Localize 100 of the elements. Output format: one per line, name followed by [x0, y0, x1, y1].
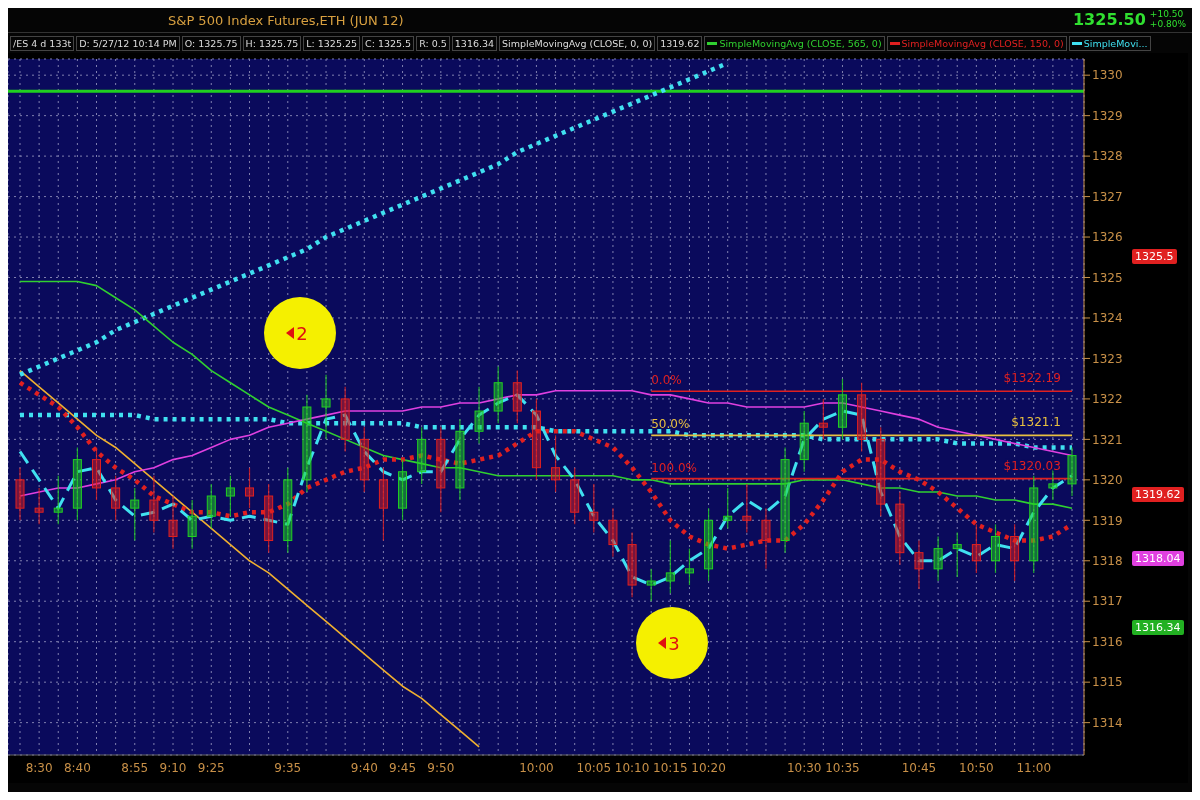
text: SimpleMovingAvg (CLOSE, 0, 0) — [499, 35, 656, 51]
candlestick — [53, 475, 63, 525]
series-label: 0.0% — [651, 373, 682, 388]
y-tick-label: 1322 — [1092, 392, 1123, 407]
text: C: 1325.5 — [362, 35, 415, 51]
y-tick-label: 1329 — [1092, 108, 1123, 123]
candlestick — [130, 487, 140, 542]
x-tick-label: 9:50 — [427, 760, 455, 775]
x-tick-label: 10:10 — [614, 760, 650, 775]
candlestick — [531, 398, 541, 481]
x-tick-label: 10:05 — [576, 760, 612, 775]
candlestick — [398, 459, 408, 521]
text: 1319.62 — [1132, 487, 1184, 503]
candlestick — [933, 535, 943, 582]
x-tick-label: 9:35 — [274, 760, 302, 775]
candlestick — [321, 374, 331, 440]
text: 1318.04 — [1132, 551, 1184, 567]
y-tick-label: 1327 — [1092, 189, 1123, 204]
text: D: 5/27/12 10:14 PM — [76, 35, 180, 51]
candlestick — [149, 475, 159, 534]
candlestick — [608, 507, 618, 558]
y-tick-label: 1316 — [1092, 634, 1123, 649]
text: 1316.34 — [1132, 619, 1184, 635]
candlestick — [436, 426, 446, 513]
candlestick — [225, 475, 235, 517]
x-tick-label: 8:30 — [25, 760, 53, 775]
candlestick — [1029, 475, 1039, 574]
data-label: $1322.19 — [1003, 371, 1061, 386]
text: 1325.50 — [1072, 9, 1146, 29]
x-tick-label: 10:20 — [691, 760, 726, 775]
line-series — [19, 280, 1073, 509]
candlestick — [187, 499, 197, 550]
y-tick-label: 1319 — [1092, 513, 1123, 528]
y-tick-label: 1320 — [1092, 473, 1123, 488]
annotation: 3 — [668, 633, 680, 654]
candlestick — [34, 487, 44, 525]
candlestick — [818, 398, 828, 440]
y-tick-label: 1323 — [1092, 351, 1123, 366]
legend-label: SimpleMovi... — [1068, 35, 1151, 51]
candlestick — [474, 386, 484, 445]
candlestick — [378, 467, 388, 542]
x-tick-label: 11:00 — [1016, 760, 1052, 775]
text: 1325.5 — [1132, 249, 1177, 265]
candlestick — [837, 378, 847, 440]
candlestick — [245, 467, 255, 509]
y-tick-label: 1315 — [1092, 675, 1123, 690]
legend-label: SimpleMovingAvg (CLOSE, 565, 0) — [704, 35, 885, 51]
candlestick — [72, 446, 82, 521]
candlestick — [665, 539, 675, 594]
text: L: 1325.25 — [303, 35, 361, 51]
candlestick — [914, 539, 924, 590]
data-label: $1321.1 — [1011, 415, 1061, 430]
y-tick-label: 1317 — [1092, 594, 1123, 609]
candlestick — [493, 365, 503, 424]
chart-title: S&P 500 Index Futures,ETH (JUN 12) — [168, 12, 404, 28]
text: O: 1325.75 — [181, 35, 241, 51]
x-tick-label: 10:30 — [786, 760, 822, 775]
candlestick — [455, 418, 465, 501]
candlestick — [952, 531, 962, 578]
text: R: 0.5 — [416, 35, 450, 51]
candlestick — [589, 483, 599, 534]
candlestick — [570, 467, 580, 525]
text: 1316.34 — [451, 35, 498, 51]
text: H: 1325.75 — [242, 35, 302, 51]
y-tick-label: 1318 — [1092, 554, 1123, 569]
y-tick-label: 1321 — [1092, 432, 1123, 447]
candlestick — [15, 467, 25, 521]
candlestick — [895, 491, 905, 566]
y-tick-label: 1330 — [1092, 68, 1123, 83]
line-series — [19, 369, 480, 748]
candlestick — [206, 483, 216, 529]
circle-badge: 3 — [636, 607, 708, 679]
candlestick — [340, 386, 350, 453]
annotation: 2 — [296, 323, 308, 344]
candlestick — [780, 446, 790, 554]
x-tick-label: 8:55 — [121, 760, 149, 775]
candlestick — [551, 434, 561, 493]
text: 1319.62 — [657, 35, 703, 51]
x-tick-label: 9:10 — [159, 760, 187, 775]
x-tick-label: 9:25 — [197, 760, 225, 775]
candlestick — [302, 394, 312, 493]
candlestick — [627, 531, 637, 598]
candlestick — [799, 410, 809, 473]
text: /ES 4 d 133t — [10, 35, 75, 51]
candlestick — [359, 426, 369, 493]
x-tick-label: 10:50 — [959, 760, 994, 775]
text: +10.50 — [1149, 9, 1185, 19]
x-tick-label: 10:35 — [825, 760, 860, 775]
candlestick — [684, 548, 694, 586]
y-tick-label: 1324 — [1092, 311, 1123, 326]
legend-label: SimpleMovingAvg (CLOSE, 150, 0) — [886, 35, 1067, 51]
x-tick-label: 10:00 — [519, 760, 554, 775]
x-tick-label: 9:45 — [389, 760, 417, 775]
y-tick-label: 1326 — [1092, 230, 1123, 245]
candlestick — [990, 523, 1000, 574]
candlestick — [417, 426, 427, 485]
y-tick-label: 1325 — [1092, 270, 1123, 285]
candlestick — [111, 475, 121, 521]
x-tick-label: 10:45 — [901, 760, 937, 775]
candlestick — [704, 507, 714, 582]
